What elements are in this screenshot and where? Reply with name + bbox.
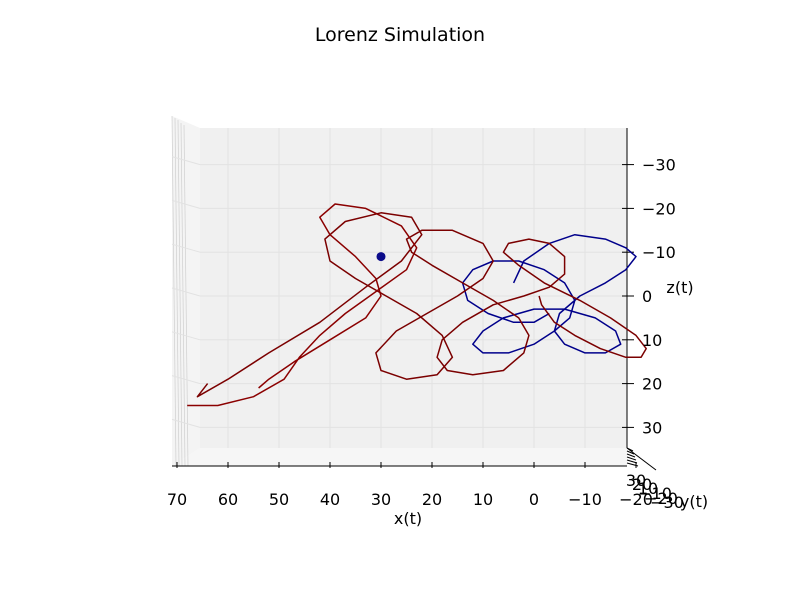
grid-line-side xyxy=(171,156,201,166)
point-marker-1 xyxy=(376,252,386,262)
z-tick-label: 20 xyxy=(642,375,662,394)
grid-line-side xyxy=(171,243,201,253)
y-tick-label: −10 xyxy=(638,484,672,503)
y-axis-line xyxy=(626,447,657,471)
x-axis-label: x(t) xyxy=(394,509,422,528)
y-tick-label: −30 xyxy=(650,493,684,512)
x-tick-label: 50 xyxy=(269,490,289,509)
text: Lorenz Simulation x(t) z(t) y(t) 70 60 50 4… xyxy=(167,24,708,528)
side-line xyxy=(177,119,183,467)
grid-line-side xyxy=(171,331,201,341)
y-tick-label: 30 xyxy=(626,471,646,490)
z-tick-label: 10 xyxy=(642,331,662,350)
z-tick-label: 30 xyxy=(642,418,662,437)
trajectory-3 xyxy=(187,203,418,407)
y-tick xyxy=(626,462,639,467)
x-tick-label: 70 xyxy=(167,490,187,509)
trajectory-2 xyxy=(196,212,647,398)
back-pane xyxy=(172,116,627,466)
y-tick xyxy=(626,453,636,458)
y-tick xyxy=(626,447,634,452)
side-line xyxy=(183,124,189,467)
grid-line-side xyxy=(171,418,201,428)
y-tick-label: 20 xyxy=(632,475,652,494)
chart-title: Lorenz Simulation xyxy=(315,24,485,46)
pane-floor xyxy=(172,448,627,466)
grid-line-side xyxy=(171,375,201,385)
x-tick-label: −10 xyxy=(568,490,602,509)
side-line xyxy=(180,122,186,467)
y-tick xyxy=(626,456,637,461)
z-axis-label: z(t) xyxy=(666,278,693,297)
x-tick-label: 0 xyxy=(529,490,539,509)
y-tick-label: 10 xyxy=(638,479,658,498)
z-tick-label: −20 xyxy=(642,199,676,218)
pane-back xyxy=(200,128,627,448)
y-tick-label: −20 xyxy=(644,489,678,508)
y-axis-label: y(t) xyxy=(680,492,708,511)
z-tick-label: 0 xyxy=(642,287,652,306)
trajectories xyxy=(187,203,647,407)
grid-line-side xyxy=(171,199,201,209)
x-tick-label: 10 xyxy=(473,490,493,509)
z-tick-label: −30 xyxy=(642,156,676,175)
trajectory-1 xyxy=(461,233,637,354)
markers xyxy=(376,252,386,262)
y-tick xyxy=(626,459,638,464)
x-tick-label: 60 xyxy=(218,490,238,509)
side-line xyxy=(174,117,180,467)
x-tick-label: −20 xyxy=(619,490,653,509)
y-tick xyxy=(626,450,635,455)
x-tick-label: 30 xyxy=(371,490,391,509)
x-tick-label: 20 xyxy=(422,490,442,509)
axes xyxy=(172,128,657,471)
grid-line-side xyxy=(171,287,201,297)
z-tick-label: −10 xyxy=(642,243,676,262)
x-tick-label: 40 xyxy=(320,490,340,509)
side-line xyxy=(171,115,177,467)
